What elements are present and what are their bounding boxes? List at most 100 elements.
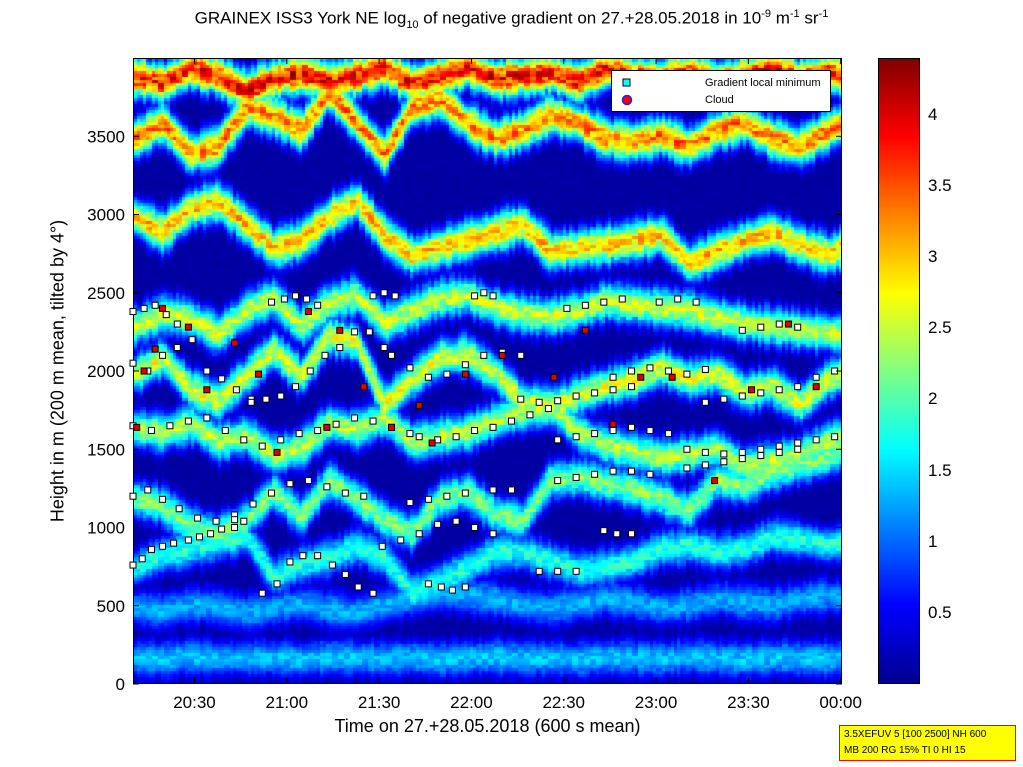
info-line-1: 3.5XEFUV 5 [100 2500] NH 600 bbox=[844, 729, 987, 740]
gradient-minimum-marker bbox=[600, 298, 608, 306]
gradient-minimum-marker bbox=[159, 495, 167, 503]
gradient-minimum-marker bbox=[231, 524, 239, 531]
gradient-minimum-marker bbox=[775, 386, 783, 394]
gradient-minimum-marker bbox=[166, 422, 174, 430]
title-exp1: -9 bbox=[761, 8, 771, 20]
x-tick-label: 20:30 bbox=[173, 693, 216, 712]
gradient-minimum-marker bbox=[140, 304, 148, 312]
colorbar-tick-label: 1 bbox=[928, 531, 938, 551]
gradient-minimum-marker bbox=[267, 489, 275, 497]
title-exp3: -1 bbox=[818, 8, 829, 20]
gradient-minimum-marker bbox=[203, 414, 211, 422]
x-tick-label: 23:30 bbox=[727, 693, 770, 712]
gradient-minimum-marker bbox=[195, 533, 203, 541]
gradient-minimum-marker bbox=[129, 308, 137, 316]
gradient-minimum-marker bbox=[369, 589, 377, 597]
plot-area bbox=[133, 58, 842, 684]
gradient-minimum-marker bbox=[757, 389, 765, 397]
gradient-minimum-marker bbox=[794, 383, 802, 391]
cloud-marker bbox=[711, 477, 719, 485]
gradient-minimum-marker bbox=[664, 367, 672, 375]
gradient-minimum-marker bbox=[151, 301, 159, 309]
gradient-minimum-marker bbox=[303, 295, 311, 303]
gradient-minimum-marker bbox=[231, 516, 239, 524]
gradient-minimum-marker bbox=[664, 430, 672, 438]
gradient-minimum-marker bbox=[738, 455, 746, 463]
gradient-minimum-marker bbox=[683, 445, 691, 453]
gradient-minimum-marker bbox=[314, 301, 322, 309]
x-tick-label: 22:00 bbox=[450, 693, 493, 712]
gradient-minimum-marker bbox=[258, 442, 266, 450]
gradient-minimum-marker bbox=[563, 304, 571, 312]
gradient-minimum-marker bbox=[397, 536, 405, 544]
gradient-minimum-marker bbox=[720, 458, 728, 466]
gradient-minimum-marker bbox=[628, 383, 636, 391]
gradient-minimum-marker bbox=[232, 386, 240, 394]
gradient-minimum-marker bbox=[581, 301, 589, 309]
cloud-marker bbox=[637, 373, 645, 381]
y-tick-label: 1000 bbox=[87, 519, 125, 538]
cloud-marker bbox=[428, 439, 436, 447]
gradient-minimum-marker bbox=[147, 426, 155, 434]
gradient-minimum-marker bbox=[221, 426, 229, 434]
gradient-minimum-marker bbox=[461, 489, 469, 497]
gradient-minimum-marker bbox=[757, 445, 765, 453]
gradient-minimum-marker bbox=[720, 395, 728, 403]
gradient-minimum-marker bbox=[314, 552, 322, 560]
gradient-minimum-marker bbox=[415, 530, 423, 538]
gradient-minimum-marker bbox=[471, 292, 479, 300]
gradient-minimum-marker bbox=[812, 436, 820, 444]
gradient-minimum-marker bbox=[794, 323, 802, 331]
cloud-marker bbox=[151, 345, 159, 353]
gradient-minimum-marker bbox=[240, 436, 248, 444]
cloud-marker bbox=[748, 386, 756, 394]
gradient-minimum-marker bbox=[591, 430, 599, 438]
gradient-minimum-marker bbox=[273, 580, 281, 588]
x-axis-label: Time on 27.+28.05.2018 (600 s mean) bbox=[334, 716, 641, 736]
cloud-marker bbox=[784, 320, 792, 328]
gradient-minimum-marker bbox=[613, 530, 621, 538]
y-tick-label: 1500 bbox=[87, 440, 125, 459]
gradient-minimum-marker bbox=[369, 292, 377, 300]
x-tick-label: 00:00 bbox=[819, 693, 862, 712]
y-tick-label: 500 bbox=[97, 597, 125, 616]
colorbar-tick-label: 2 bbox=[928, 389, 938, 409]
gradient-minimum-marker bbox=[618, 295, 626, 303]
x-tick-label: 21:00 bbox=[266, 693, 309, 712]
gradient-minimum-marker bbox=[572, 392, 580, 400]
gradient-minimum-marker bbox=[757, 452, 765, 460]
cloud-marker bbox=[336, 326, 344, 334]
gradient-minimum-marker bbox=[738, 392, 746, 400]
gradient-minimum-marker bbox=[203, 367, 211, 375]
legend-row-minimum: Gradient local minimum bbox=[620, 76, 821, 90]
gradient-minimum-marker bbox=[443, 492, 451, 500]
gradient-minimum-marker bbox=[609, 426, 617, 434]
cloud-marker bbox=[231, 339, 239, 347]
gradient-minimum-marker bbox=[720, 450, 728, 458]
colorbar-tick-label: 4 bbox=[928, 104, 938, 124]
cloud-marker bbox=[668, 373, 676, 381]
gradient-minimum-marker bbox=[544, 405, 552, 413]
colorbar-tick-label: 3.5 bbox=[928, 176, 952, 196]
gradient-minimum-marker bbox=[129, 561, 137, 569]
gradient-minimum-marker bbox=[683, 370, 691, 378]
gradient-minimum-marker bbox=[323, 483, 331, 491]
gradient-minimum-marker bbox=[277, 392, 285, 400]
gradient-minimum-marker bbox=[572, 567, 580, 575]
gradient-minimum-marker bbox=[572, 433, 580, 441]
gradient-minimum-marker bbox=[406, 498, 414, 506]
y-tick-label: 0 bbox=[116, 675, 125, 694]
x-tick-label: 23:00 bbox=[635, 693, 678, 712]
gradient-minimum-marker bbox=[437, 583, 445, 591]
y-tick-label: 3500 bbox=[87, 127, 125, 146]
cloud-marker bbox=[550, 373, 558, 381]
title-unit1: m bbox=[770, 8, 790, 28]
gradient-minimum-marker bbox=[415, 433, 423, 441]
gradient-minimum-marker bbox=[489, 530, 497, 538]
gradient-minimum-marker bbox=[341, 489, 349, 497]
gradient-minimum-marker bbox=[452, 517, 460, 525]
gradient-minimum-marker bbox=[628, 467, 636, 475]
gradient-minimum-marker bbox=[794, 445, 802, 453]
gradient-minimum-marker bbox=[341, 570, 349, 578]
gradient-minimum-marker bbox=[336, 344, 344, 352]
